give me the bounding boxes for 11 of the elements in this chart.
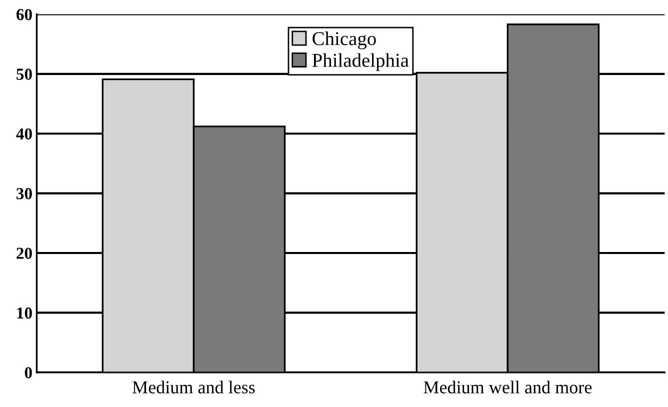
y-tick-label: 30 <box>16 188 32 200</box>
legend-label: Philadelphia <box>312 53 409 71</box>
y-tick-label: 50 <box>16 68 32 80</box>
y-tick-label: 60 <box>16 8 32 20</box>
y-tick-label: 20 <box>16 248 32 259</box>
x-tick-label: Medium well and more <box>424 380 592 394</box>
y-tick-label: 10 <box>17 307 32 319</box>
y-tick-label: 0 <box>24 367 32 378</box>
legend-label: Chicago <box>312 32 376 50</box>
x-tick-label: Medium and less <box>132 380 255 394</box>
y-tick-label: 40 <box>16 128 32 140</box>
